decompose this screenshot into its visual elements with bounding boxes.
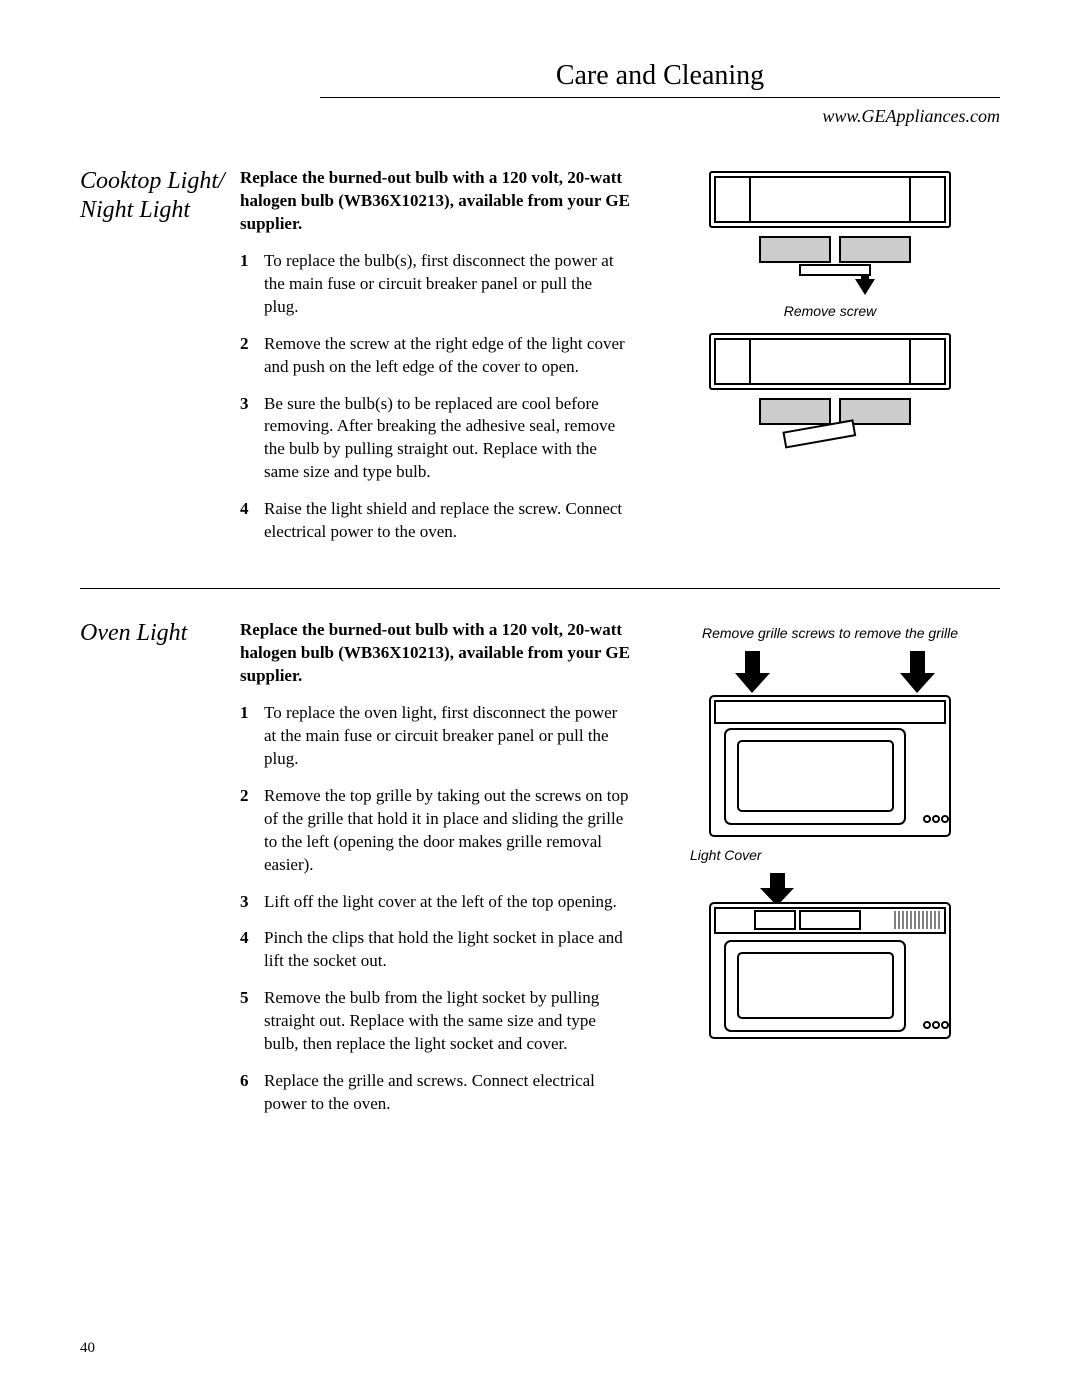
section-heading: Oven Light [80,619,240,1130]
steps-list: To replace the bulb(s), first disconnect… [240,250,630,544]
steps-list: To replace the oven light, first disconn… [240,702,630,1116]
step-item: Pinch the clips that hold the light sock… [240,927,630,973]
section-oven-light: Oven Light Replace the burned-out bulb w… [80,619,1000,1130]
microwave-underside-open-icon [705,329,955,459]
microwave-lightcover-icon [700,873,960,1043]
text-column: Replace the burned-out bulb with a 120 v… [240,619,630,1130]
page-header: Care and Cleaning www.GEAppliances.com [80,60,1000,127]
header-rule [320,97,1000,98]
section-heading: Cooktop Light/ Night Light [80,167,240,558]
step-item: To replace the bulb(s), first disconnect… [240,250,630,319]
section-body: Replace the burned-out bulb with a 120 v… [240,619,1000,1130]
step-item: Remove the bulb from the light socket by… [240,987,630,1056]
figure-column: Remove screw [660,167,1000,558]
intro-paragraph: Replace the burned-out bulb with a 120 v… [240,619,630,688]
header-url: www.GEAppliances.com [80,106,1000,127]
section-divider [80,588,1000,589]
step-item: Replace the grille and screws. Connect e… [240,1070,630,1116]
step-item: Lift off the light cover at the left of … [240,891,630,914]
figure-caption: Light Cover [660,847,1000,863]
text-column: Replace the burned-out bulb with a 120 v… [240,167,630,558]
microwave-front-arrows-icon [700,651,960,841]
page-title: Care and Cleaning [320,60,1000,92]
microwave-underside-icon [705,167,955,297]
step-item: To replace the oven light, first disconn… [240,702,630,771]
section-body: Replace the burned-out bulb with a 120 v… [240,167,1000,558]
step-item: Remove the screw at the right edge of th… [240,333,630,379]
figure-caption: Remove screw [660,303,1000,319]
step-item: Be sure the bulb(s) to be replaced are c… [240,393,630,485]
page-number: 40 [80,1340,95,1357]
step-item: Remove the top grille by taking out the … [240,785,630,877]
section-cooktop-light: Cooktop Light/ Night Light Replace the b… [80,167,1000,558]
intro-paragraph: Replace the burned-out bulb with a 120 v… [240,167,630,236]
figure-column: Remove grille screws to remove the grill… [660,619,1000,1130]
step-item: Raise the light shield and replace the s… [240,498,630,544]
figure-caption: Remove grille screws to remove the grill… [660,625,1000,641]
